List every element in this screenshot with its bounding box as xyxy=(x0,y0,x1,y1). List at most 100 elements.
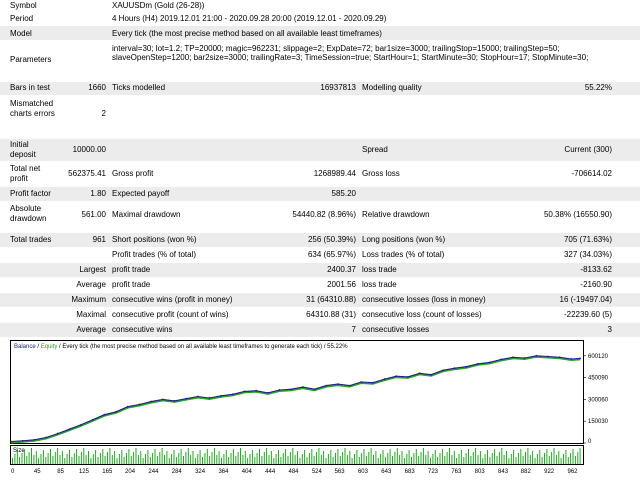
volume-bar xyxy=(142,458,144,464)
x-tick-label: 723 xyxy=(428,469,439,475)
balance-point xyxy=(512,356,514,359)
volume-bar xyxy=(109,448,111,464)
volume-bar xyxy=(154,449,156,464)
volume-bar xyxy=(206,449,208,464)
volume-bar xyxy=(225,450,227,464)
x-tick-label: 204 xyxy=(125,469,136,475)
volume-bar xyxy=(192,451,194,464)
balance-point xyxy=(290,388,293,391)
volume-bar xyxy=(335,453,336,464)
y-tick-label: 150030 xyxy=(588,419,609,425)
balance-point xyxy=(185,397,188,400)
x-tick-label: 962 xyxy=(567,469,578,475)
balance-point xyxy=(126,405,129,408)
balance-point xyxy=(56,432,59,435)
volume-bar xyxy=(126,453,127,464)
largest-loss-value: -8133.62 xyxy=(580,265,612,274)
balance-point xyxy=(196,395,199,398)
parameters-value: interval=30; lot=1.2; TP=20000; magic=96… xyxy=(112,44,589,62)
volume-bar xyxy=(54,452,56,464)
volume-bar xyxy=(453,451,455,464)
volume-bar xyxy=(45,457,47,464)
volume-bar xyxy=(342,452,344,464)
reldd-value: 50.38% (16550.90) xyxy=(543,210,612,219)
volume-bar xyxy=(204,453,206,464)
volume-bar xyxy=(437,457,439,464)
volume-bar xyxy=(21,453,23,464)
x-tick-label: 125 xyxy=(79,469,90,475)
legend-separator: / xyxy=(36,344,41,350)
volume-bar xyxy=(76,449,78,464)
volume-bar xyxy=(406,454,408,464)
volume-bar xyxy=(349,451,351,464)
volume-bar xyxy=(313,456,315,464)
volume-bar xyxy=(323,451,325,464)
volume-bar xyxy=(40,454,42,464)
volume-bar xyxy=(263,452,265,464)
absdd-value: 561.00 xyxy=(81,210,106,219)
volume-bar xyxy=(289,452,291,464)
volume-bar xyxy=(197,454,199,464)
x-tick-label: 444 xyxy=(265,469,276,475)
volume-bar xyxy=(394,452,396,464)
row-trades: Total trades 961 Short positions (won %)… xyxy=(0,233,640,247)
balance-point xyxy=(535,354,538,357)
y-tick-label: 600120 xyxy=(588,354,609,360)
volume-bar xyxy=(116,458,118,464)
volume-bar xyxy=(479,451,481,464)
volume-bar xyxy=(249,454,251,464)
balance-point xyxy=(371,381,374,384)
reldd-label: Relative drawdown xyxy=(362,210,430,219)
losstrades-label: Loss trades (% of total) xyxy=(362,250,445,259)
volume-bar xyxy=(506,451,507,464)
legend-balance: Balance xyxy=(14,344,36,350)
grossloss-label: Gross loss xyxy=(362,169,400,178)
symbol-label: Symbol xyxy=(10,1,37,10)
balance-point xyxy=(208,397,211,399)
period-value: 4 Hours (H4) 2019.12.01 21:00 - 2020.09.… xyxy=(112,14,387,23)
volume-bar xyxy=(111,455,113,464)
volume-bar xyxy=(232,449,234,464)
volume-bar xyxy=(23,449,25,464)
short-label: Short positions (won %) xyxy=(112,235,197,244)
volume-bar xyxy=(164,455,165,464)
volume-bar xyxy=(299,458,301,464)
balance-points xyxy=(10,354,581,443)
balance-point xyxy=(80,423,82,426)
row-model: Model Every tick (the most precise metho… xyxy=(0,26,640,40)
balance-point xyxy=(406,375,409,378)
volume-bar xyxy=(567,457,569,464)
balance-point xyxy=(547,355,549,358)
losstrades-value: 327 (34.03%) xyxy=(563,250,612,259)
row-period: Period 4 Hours (H4) 2019.12.01 21:00 - 2… xyxy=(0,13,640,25)
volume-bar xyxy=(346,455,348,464)
balance-point xyxy=(558,356,561,359)
plot-frame xyxy=(10,340,584,444)
volume-bar xyxy=(489,457,491,464)
volume-bar xyxy=(316,452,317,464)
volume-bar xyxy=(572,449,574,464)
maximal-loss-value: -22239.60 (5) xyxy=(563,310,612,319)
volume-bar xyxy=(330,450,332,464)
balance-point xyxy=(360,381,363,383)
volume-bar xyxy=(88,451,89,464)
volume-bar xyxy=(282,453,284,464)
volume-bar xyxy=(332,457,334,464)
volume-bar xyxy=(444,456,446,464)
balance-point xyxy=(103,413,106,416)
volume-bar xyxy=(52,456,54,464)
balance-point xyxy=(395,375,398,378)
volume-bar xyxy=(251,450,253,464)
volume-bar xyxy=(166,451,168,464)
volume-bar xyxy=(211,452,213,464)
volume-bar xyxy=(320,455,322,464)
volume-bar xyxy=(311,449,313,464)
balance-point xyxy=(243,390,246,393)
balance-point xyxy=(45,436,47,439)
volume-bar xyxy=(242,455,244,464)
volume-bar xyxy=(501,448,503,464)
ticks-label: Ticks modelled xyxy=(112,83,166,92)
volume-bar xyxy=(446,452,448,464)
volume-bar xyxy=(38,458,40,464)
volume-bar xyxy=(465,453,467,464)
